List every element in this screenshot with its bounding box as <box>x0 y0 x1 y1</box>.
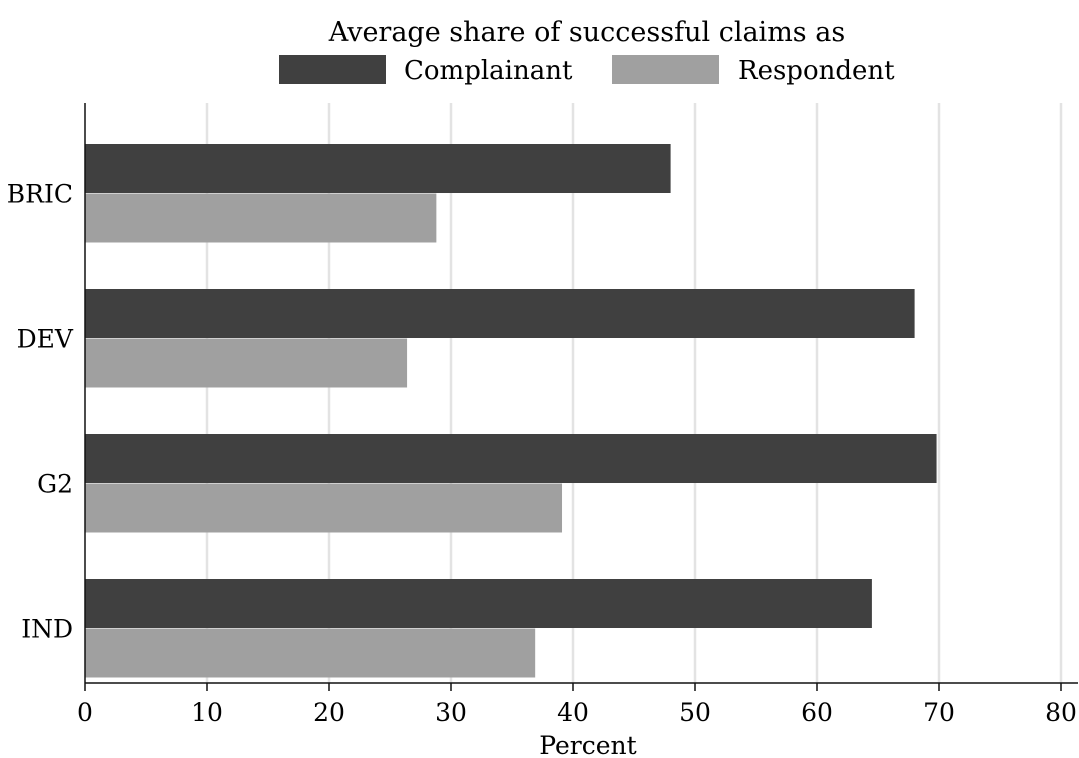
bar-bric-complainant <box>85 144 671 193</box>
bar-ind-complainant <box>85 579 872 628</box>
x-axis-title: Percent <box>539 731 636 758</box>
chart-title: Average share of successful claims as <box>328 17 845 48</box>
legend: Complainant Respondent <box>279 55 895 86</box>
tick-label: 40 <box>557 698 589 727</box>
bar-g2-respondent <box>85 483 563 533</box>
y-axis-categories: BRIC DEV G2 IND <box>7 180 74 644</box>
tick-label: 20 <box>313 698 345 727</box>
legend-swatch-complainant <box>279 55 386 84</box>
tick-label: 60 <box>801 698 833 727</box>
tick-label: 50 <box>679 698 711 727</box>
bar-ind-respondent <box>85 628 536 678</box>
bar-bric-respondent <box>85 193 437 243</box>
axes <box>84 103 1078 684</box>
category-label: G2 <box>37 470 73 499</box>
legend-swatch-respondent <box>612 55 719 84</box>
legend-label-respondent: Respondent <box>738 56 895 86</box>
tick-label: 10 <box>191 698 223 727</box>
tick-label: 30 <box>435 698 467 727</box>
category-label: DEV <box>17 325 74 354</box>
category-label: IND <box>21 615 73 644</box>
bar-dev-complainant <box>85 289 915 338</box>
bar-dev-respondent <box>85 338 408 388</box>
x-axis-ticks: 0 10 20 30 40 50 60 70 80 <box>77 683 1077 727</box>
bar-g2-complainant <box>85 434 937 483</box>
tick-label: 0 <box>77 698 93 727</box>
tick-label: 70 <box>923 698 955 727</box>
bars <box>85 144 937 678</box>
tick-label: 80 <box>1045 698 1077 727</box>
legend-label-complainant: Complainant <box>404 56 573 86</box>
category-label: BRIC <box>7 180 73 209</box>
